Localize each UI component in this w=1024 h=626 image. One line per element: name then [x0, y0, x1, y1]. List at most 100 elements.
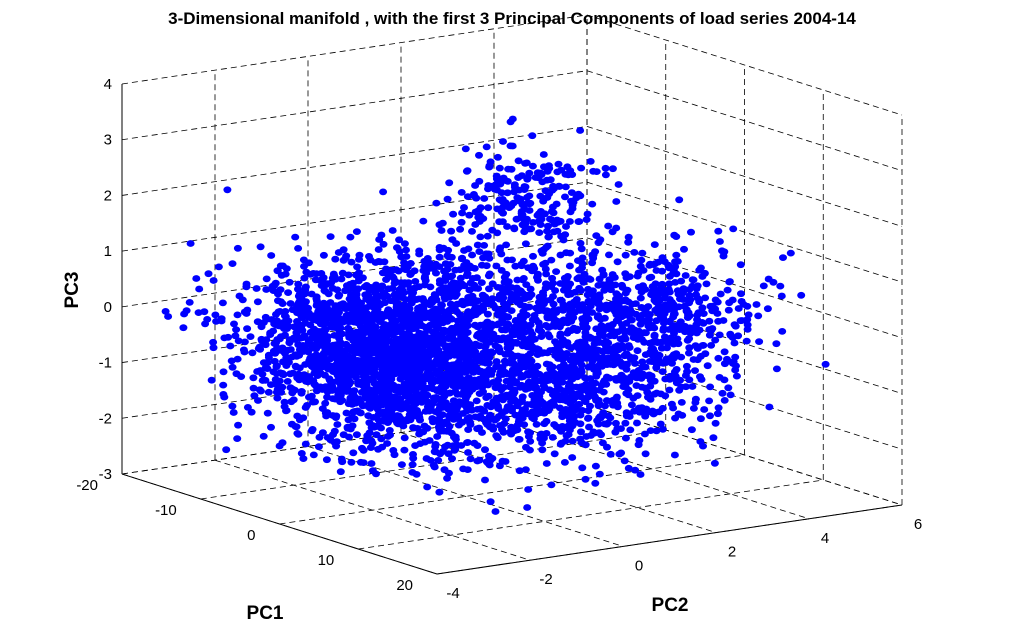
data-point	[561, 406, 570, 413]
data-point	[415, 366, 424, 373]
data-point	[564, 327, 573, 334]
data-point	[476, 405, 485, 413]
data-point	[354, 378, 362, 386]
data-point	[635, 408, 644, 416]
pc2-tick-label: -2	[539, 571, 552, 588]
data-point	[533, 351, 542, 358]
data-point	[473, 425, 482, 433]
data-point	[624, 391, 633, 399]
data-point	[509, 199, 518, 207]
data-point	[736, 261, 745, 269]
data-point	[605, 251, 613, 259]
data-point	[273, 267, 282, 275]
data-point	[593, 353, 602, 361]
data-point	[312, 335, 321, 342]
data-point	[591, 462, 600, 470]
data-point	[564, 291, 573, 299]
data-point	[691, 367, 699, 374]
data-point	[633, 347, 642, 355]
data-point	[478, 378, 487, 386]
data-point	[471, 296, 479, 304]
data-point	[510, 323, 519, 331]
data-point	[286, 300, 295, 307]
data-point	[560, 281, 569, 289]
data-point	[432, 199, 441, 207]
data-point	[601, 164, 610, 172]
data-point	[605, 374, 614, 382]
data-point	[288, 353, 296, 361]
data-point	[617, 449, 626, 457]
data-point	[353, 263, 362, 271]
data-point	[464, 365, 473, 373]
data-point	[367, 358, 375, 366]
data-point	[450, 447, 459, 454]
data-point	[232, 326, 241, 333]
data-point	[372, 310, 381, 318]
data-point	[559, 361, 568, 368]
data-point	[535, 229, 544, 237]
data-point	[569, 352, 577, 360]
data-point	[725, 299, 734, 307]
data-point	[658, 254, 667, 262]
data-point	[644, 316, 653, 323]
data-point	[581, 441, 590, 449]
data-point	[209, 338, 218, 346]
data-point	[517, 262, 526, 270]
data-point	[382, 381, 391, 389]
data-point	[406, 407, 415, 415]
data-point	[440, 466, 449, 474]
data-point	[239, 346, 248, 354]
data-point	[634, 441, 643, 449]
data-point	[252, 285, 261, 292]
data-point	[724, 384, 733, 392]
wall-gridline-pc3	[586, 181, 903, 283]
data-point	[510, 225, 519, 233]
data-point	[567, 197, 576, 205]
data-point	[472, 397, 481, 405]
data-point	[378, 393, 387, 401]
data-point	[567, 383, 576, 391]
data-point	[333, 421, 342, 428]
data-point	[331, 348, 340, 356]
data-point	[585, 423, 593, 431]
data-point	[669, 310, 678, 318]
data-point	[335, 356, 344, 364]
data-point	[256, 243, 265, 251]
data-point	[300, 274, 309, 282]
data-point	[312, 387, 321, 395]
data-point	[294, 245, 303, 252]
data-point	[367, 460, 376, 467]
floor-gridline-pc2	[214, 459, 531, 561]
data-point	[737, 298, 746, 305]
data-point	[482, 394, 491, 401]
data-point	[402, 246, 410, 254]
data-point	[671, 279, 680, 286]
data-point	[319, 251, 328, 259]
data-point	[224, 333, 233, 341]
data-point	[681, 272, 690, 279]
data-point	[312, 293, 321, 301]
data-point	[577, 361, 586, 369]
data-point	[344, 400, 353, 408]
data-point	[280, 398, 289, 406]
data-point	[446, 314, 455, 322]
data-point	[557, 318, 566, 325]
data-point	[536, 192, 545, 200]
data-point	[657, 338, 666, 346]
data-point	[481, 446, 489, 454]
data-point	[650, 377, 659, 385]
data-point	[457, 363, 466, 371]
data-point	[530, 335, 539, 343]
data-point	[517, 213, 526, 220]
data-point	[577, 356, 585, 363]
data-point	[641, 363, 650, 371]
data-point	[635, 315, 644, 322]
data-point	[533, 388, 542, 395]
data-point	[520, 320, 529, 328]
data-point	[630, 354, 639, 362]
data-point	[296, 307, 305, 315]
data-point	[390, 451, 399, 459]
data-point	[665, 318, 674, 326]
data-point	[537, 333, 546, 340]
